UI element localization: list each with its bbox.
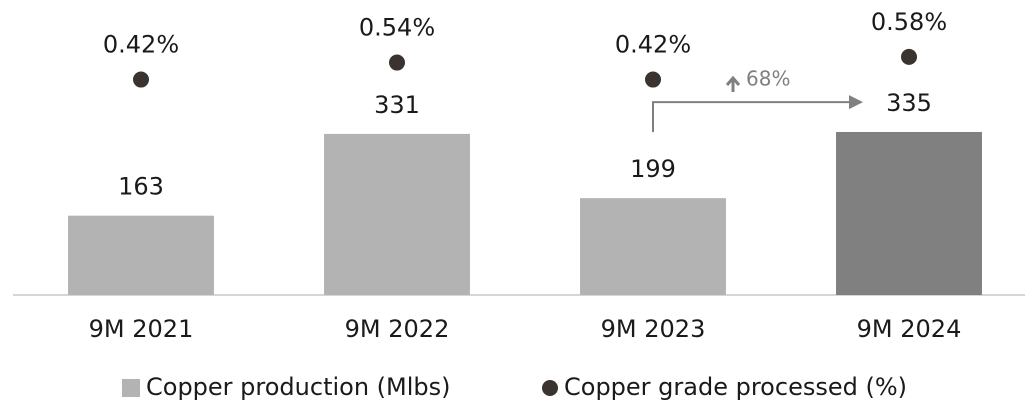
legend-swatch — [122, 379, 140, 397]
bar — [68, 215, 214, 295]
annotation: 68% — [746, 67, 790, 91]
data-label: 0.42% — [103, 31, 179, 59]
data-label: 163 — [118, 173, 164, 201]
x-tick-label: 9M 2023 — [601, 315, 706, 343]
bar — [324, 133, 470, 295]
data-label: 0.58% — [871, 8, 947, 36]
dot — [901, 48, 917, 65]
data-label: 199 — [630, 155, 676, 183]
legend-swatch — [542, 380, 558, 396]
dot — [133, 71, 149, 88]
bar — [836, 131, 982, 295]
legend-label: Copper grade processed (%) — [564, 373, 907, 401]
legend-label: Copper production (Mlbs) — [146, 373, 451, 401]
x-tick-label: 9M 2021 — [89, 315, 194, 343]
dot — [645, 71, 661, 88]
x-tick-label: 9M 2022 — [345, 315, 450, 343]
connector-arrow — [652, 101, 861, 133]
data-label: 331 — [374, 91, 420, 119]
x-tick-label: 9M 2024 — [857, 315, 962, 343]
data-label: 0.42% — [615, 31, 691, 59]
data-label: 0.54% — [359, 14, 435, 42]
dot — [389, 54, 405, 71]
up-arrow-icon — [725, 75, 741, 92]
data-label: 335 — [886, 89, 932, 117]
connector-arrowhead — [849, 95, 863, 110]
bar — [580, 198, 726, 295]
